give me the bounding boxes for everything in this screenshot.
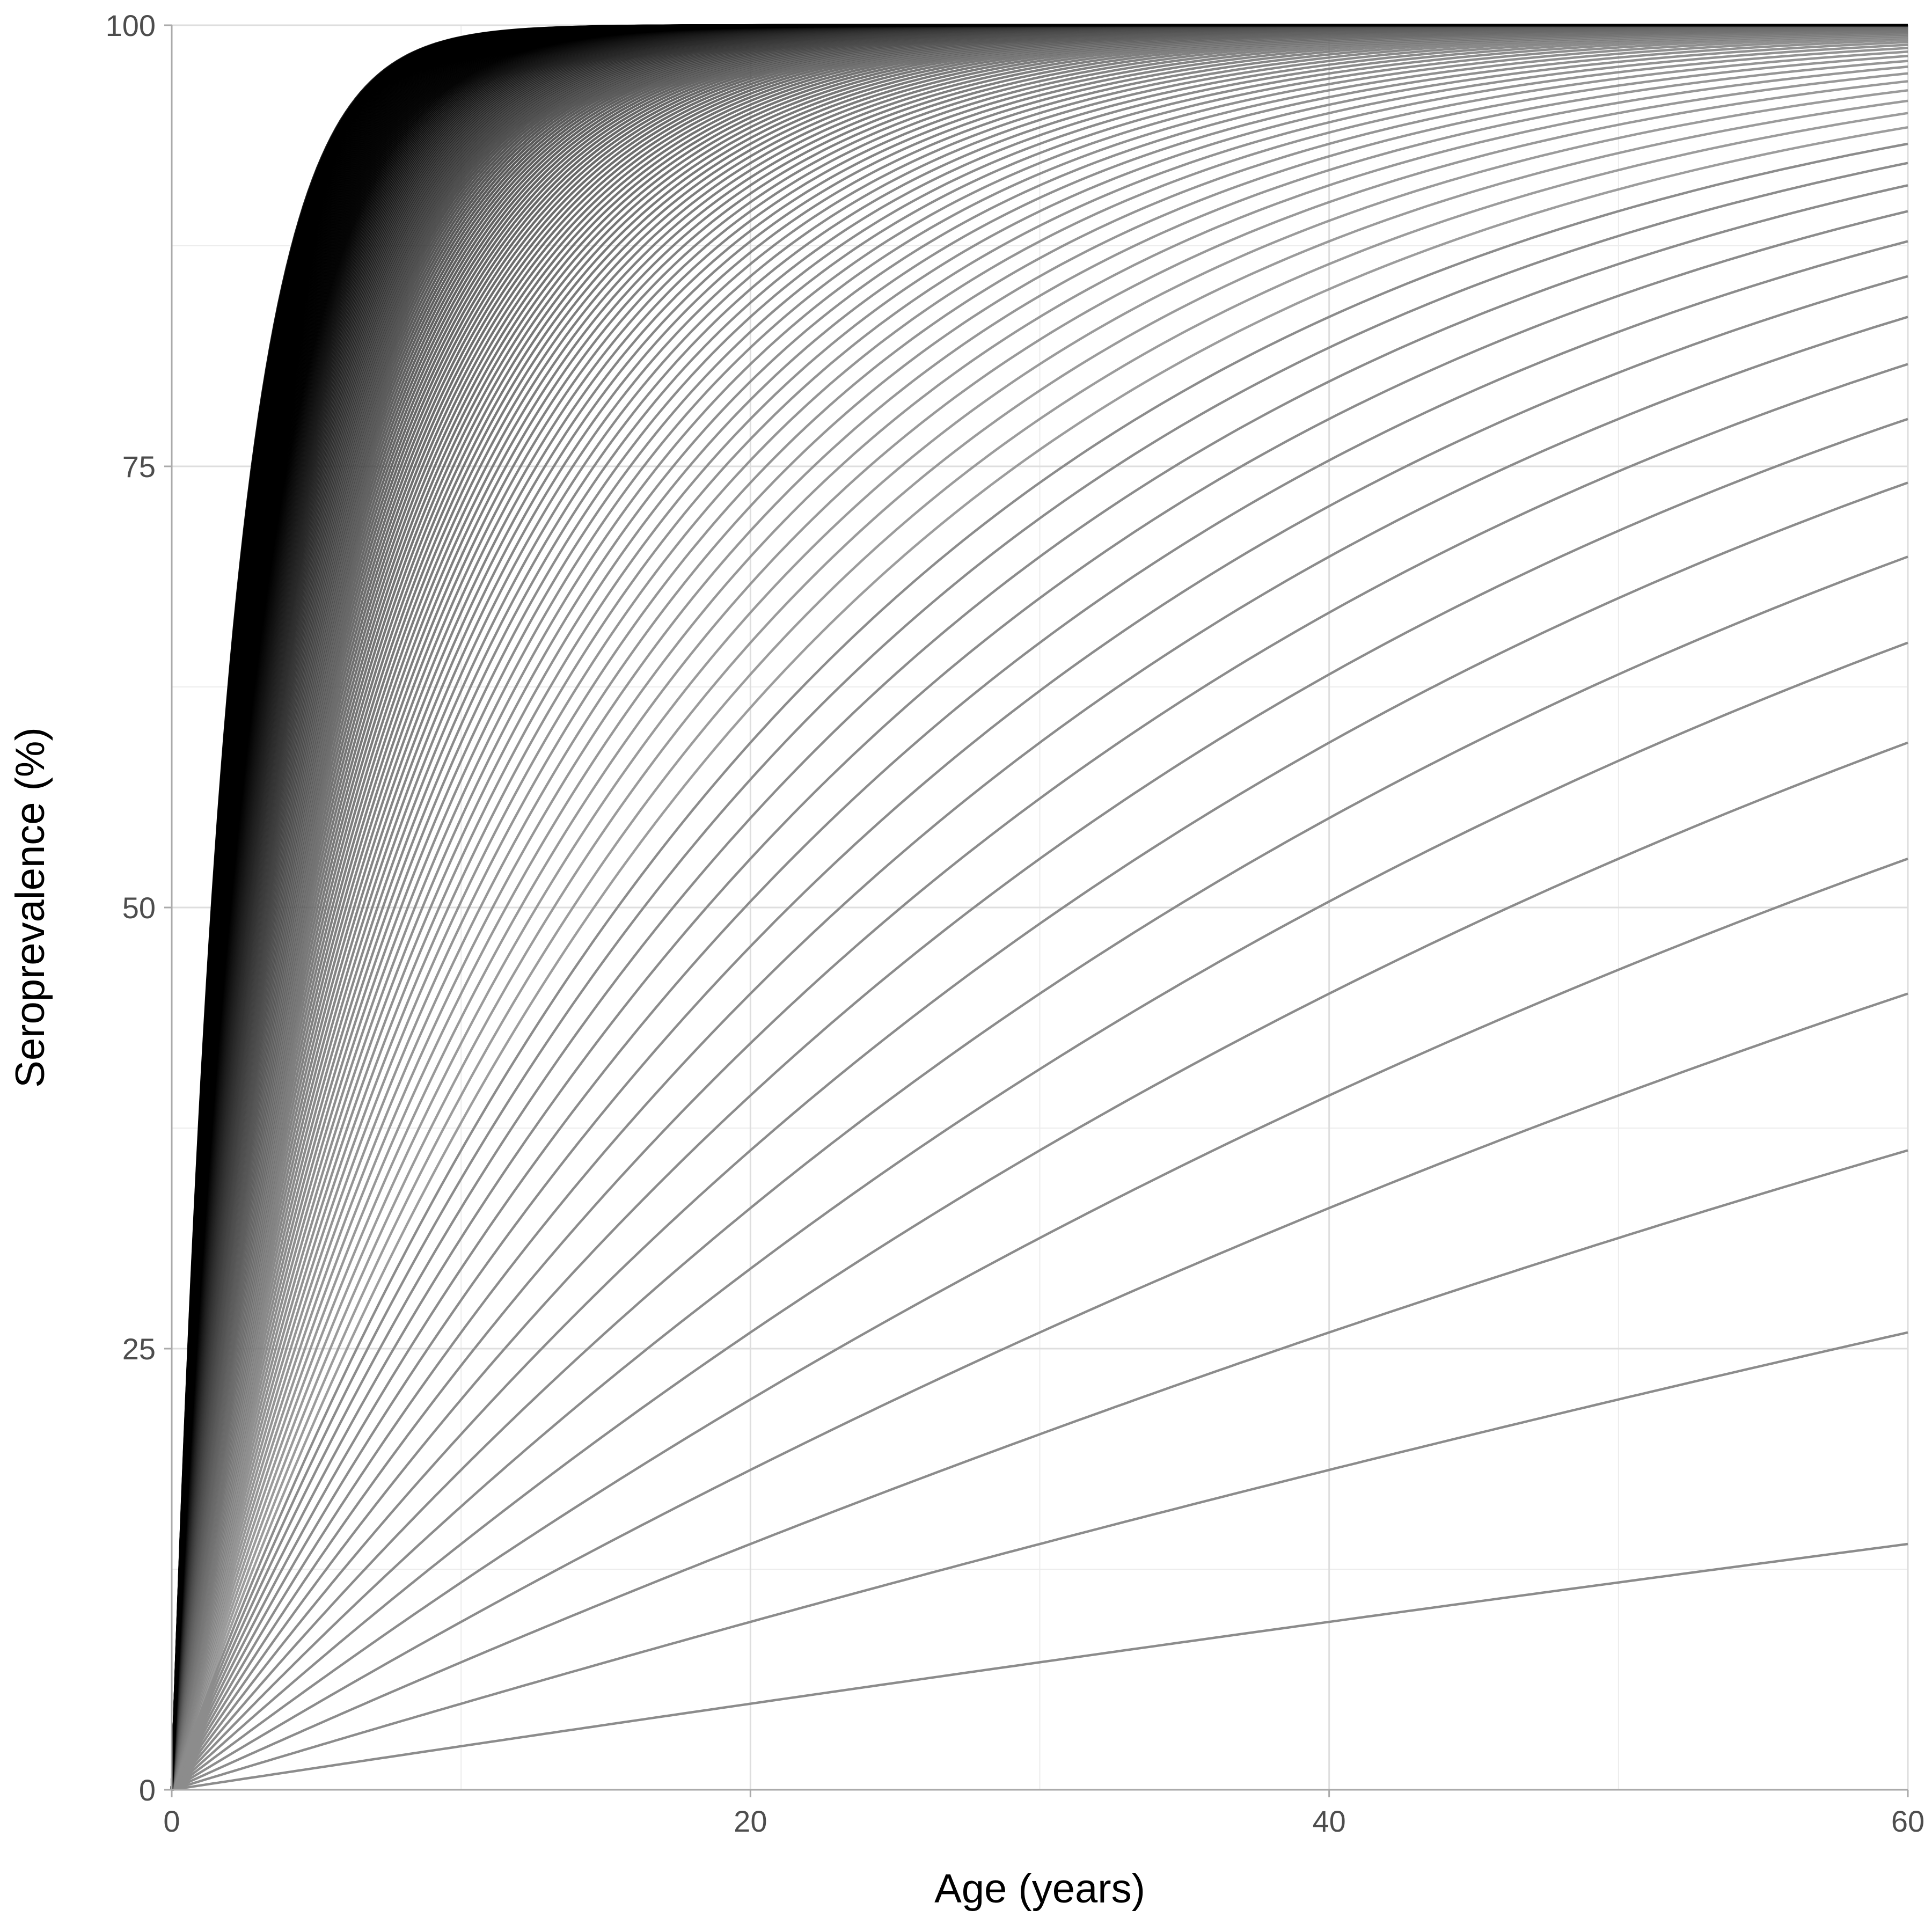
series-line — [170, 32, 1908, 1790]
tick-labels: 0 20 40 60 0 25 50 75 100 — [106, 9, 1925, 1838]
series-line — [170, 99, 1908, 1790]
series-line — [171, 1331, 1908, 1791]
series-line — [171, 1149, 1908, 1791]
series-line — [170, 210, 1908, 1790]
series-line — [170, 30, 1908, 1790]
series-line — [171, 316, 1908, 1791]
series-line — [171, 992, 1908, 1791]
series-line — [170, 26, 1908, 1790]
y-tick-label: 75 — [122, 450, 156, 484]
series-line — [171, 1542, 1908, 1791]
series-line — [170, 33, 1908, 1790]
x-axis-title: Age (years) — [934, 1866, 1145, 1912]
series-line — [170, 50, 1908, 1790]
series-line — [171, 741, 1908, 1791]
series-line — [170, 29, 1908, 1790]
y-tick-label: 50 — [122, 891, 156, 925]
series-line — [170, 24, 1908, 1790]
series-line — [170, 34, 1908, 1790]
x-tick-label: 40 — [1313, 1804, 1346, 1838]
series-line — [170, 41, 1908, 1790]
series-line — [171, 641, 1908, 1791]
series-line — [170, 89, 1908, 1790]
series-line — [170, 80, 1908, 1790]
series-line — [170, 43, 1908, 1790]
y-tick-label: 100 — [106, 9, 156, 42]
x-tick-label: 20 — [734, 1804, 767, 1838]
axes — [164, 24, 1909, 1797]
series-line — [170, 126, 1908, 1790]
series-line — [171, 363, 1908, 1791]
series-line — [170, 72, 1908, 1790]
series-line — [170, 27, 1908, 1790]
x-tick-label: 60 — [1891, 1804, 1924, 1838]
series-line — [170, 162, 1908, 1790]
series-lines — [170, 24, 1908, 1791]
series-line — [170, 60, 1908, 1790]
series-line — [171, 857, 1908, 1791]
series-line — [171, 418, 1908, 1791]
x-tick-label: 0 — [163, 1804, 180, 1838]
series-line — [170, 28, 1908, 1790]
series-line — [170, 38, 1908, 1790]
series-line — [170, 142, 1908, 1790]
series-line — [170, 184, 1908, 1790]
series-line — [171, 555, 1908, 1791]
series-line — [170, 36, 1908, 1790]
y-axis-title: Seroprevalence (%) — [8, 727, 53, 1088]
series-line — [170, 275, 1908, 1791]
series-line — [171, 481, 1908, 1791]
series-line — [170, 27, 1908, 1790]
series-line — [170, 47, 1908, 1790]
series-line — [170, 55, 1908, 1790]
series-line — [170, 65, 1908, 1790]
series-line — [170, 26, 1908, 1790]
y-tick-label: 0 — [139, 1773, 156, 1807]
series-line — [170, 240, 1908, 1790]
series-line — [170, 112, 1908, 1790]
y-tick-label: 25 — [122, 1332, 156, 1366]
series-line — [170, 31, 1908, 1790]
